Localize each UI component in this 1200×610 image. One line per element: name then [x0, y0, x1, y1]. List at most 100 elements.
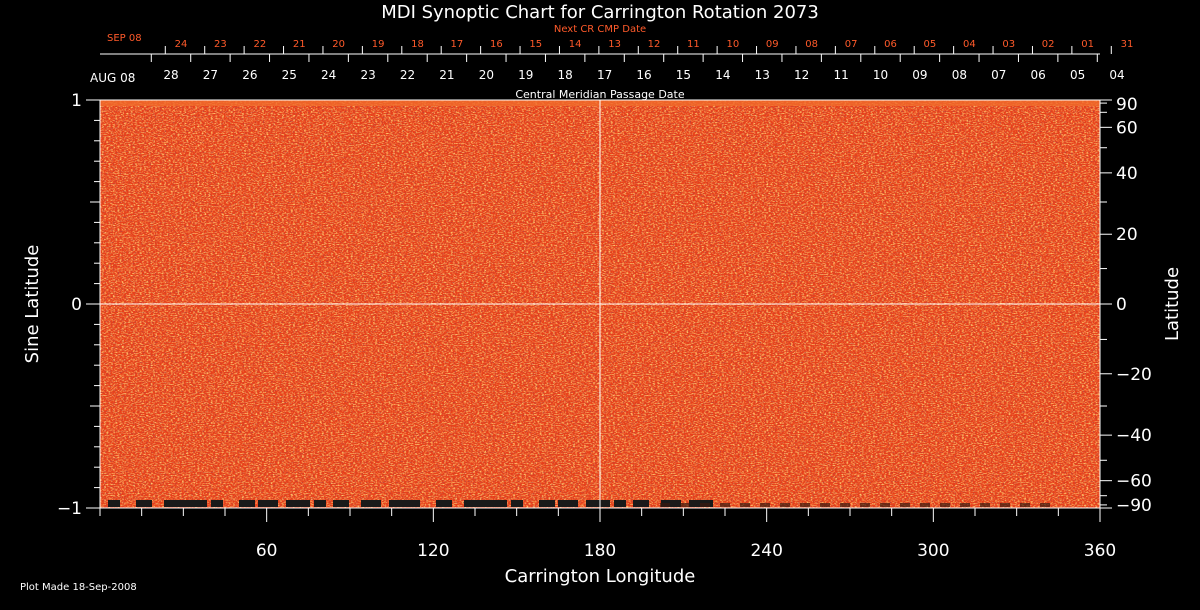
data-gap-mark	[558, 500, 578, 507]
data-gap-mark	[820, 503, 830, 507]
x-tick-label: 180	[584, 541, 616, 561]
y-axis-left: 1 0 −1	[57, 91, 100, 519]
data-gap-mark	[211, 500, 223, 507]
next-cr-date-label: 16	[490, 39, 503, 50]
data-gap-mark	[740, 503, 750, 507]
y-left-tick-label: 0	[71, 295, 82, 315]
next-cr-date-label: 09	[766, 39, 779, 50]
cmp-axis-label: Central Meridian Passage Date	[515, 88, 684, 101]
data-gap-mark	[586, 500, 610, 507]
next-cr-date-label: 03	[1002, 39, 1015, 50]
cmp-date-label: 25	[282, 68, 297, 82]
cmp-date-label: 12	[794, 68, 809, 82]
cmp-date-label: 22	[400, 68, 415, 82]
data-gap-mark	[780, 503, 790, 507]
data-gap-mark	[1040, 503, 1050, 507]
data-gap-mark	[483, 500, 507, 507]
cmp-date-label: 11	[833, 68, 848, 82]
cmp-date-label: 14	[715, 68, 730, 82]
data-gap-mark	[633, 500, 649, 507]
y-axis-label-left: Sine Latitude	[22, 245, 43, 364]
x-tick-label: 240	[750, 541, 782, 561]
y-right-tick-label: 0	[1116, 295, 1127, 315]
data-gap-mark	[860, 503, 870, 507]
next-cr-date-label: 22	[253, 39, 266, 50]
y-right-tick-label: −20	[1116, 365, 1152, 385]
data-gap-mark	[389, 500, 413, 507]
next-cr-date-label: 24	[175, 39, 188, 50]
cmp-ticks: 28 27 26 25 24 23 22 21 20 19 18 17 16 15 14 13 12 11 10 09…	[150, 54, 1125, 82]
next-cr-date-label: 05	[924, 39, 937, 50]
data-gap-mark	[286, 500, 310, 507]
cmp-date-label: 27	[203, 68, 218, 82]
next-cr-label: Next CR CMP Date	[554, 24, 646, 35]
next-cr-date-label: 01	[1081, 39, 1094, 50]
cmp-date-label: 26	[242, 68, 257, 82]
data-gap-mark	[258, 500, 278, 507]
data-gap-mark	[660, 503, 670, 507]
next-cr-date-label: 18	[411, 39, 424, 50]
data-gap-mark	[840, 503, 850, 507]
data-gap-mark	[614, 500, 626, 507]
data-gap-mark	[136, 500, 152, 507]
next-cr-date-label: 23	[214, 39, 227, 50]
data-gap-mark	[239, 500, 255, 507]
south-pole-data-gaps	[108, 500, 1050, 507]
data-gap-mark	[361, 500, 381, 507]
data-gap-mark	[436, 500, 452, 507]
y-left-tick-label: 1	[71, 91, 82, 111]
x-tick-label: 360	[1084, 541, 1116, 561]
cmp-date-label: 24	[321, 68, 336, 82]
next-cr-date-label: 21	[293, 39, 306, 50]
cmp-date-label: 04	[1109, 68, 1124, 82]
next-cr-date-label: 20	[332, 39, 345, 50]
cmp-date-label: 15	[676, 68, 691, 82]
cmp-date-label: 08	[952, 68, 967, 82]
cmp-date-label: 28	[163, 68, 178, 82]
next-cr-date-label: 14	[569, 39, 582, 50]
x-tick-label: 60	[256, 541, 278, 561]
data-gap-mark	[960, 503, 970, 507]
x-tick-label: 120	[417, 541, 449, 561]
data-gap-mark	[408, 500, 420, 507]
next-cr-date-label: 31	[1121, 39, 1134, 50]
data-gap-mark	[920, 503, 930, 507]
cmp-date-label: 16	[636, 68, 651, 82]
data-gap-mark	[511, 500, 523, 507]
next-cr-date-label: 04	[963, 39, 976, 50]
next-cr-date-label: 08	[805, 39, 818, 50]
next-cr-date-label: 10	[726, 39, 739, 50]
data-gap-mark	[464, 500, 484, 507]
cmp-date-label: 21	[439, 68, 454, 82]
y-right-tick-label: 60	[1116, 118, 1138, 138]
data-gap-mark	[333, 500, 349, 507]
cmp-date-label: 17	[597, 68, 612, 82]
y-right-tick-label: 20	[1116, 225, 1138, 245]
data-gap-mark	[314, 500, 326, 507]
data-gap-mark	[980, 503, 990, 507]
y-right-tick-label: 90	[1116, 95, 1138, 115]
cmp-date-label: 05	[1070, 68, 1085, 82]
y-right-tick-label: 40	[1116, 164, 1138, 184]
data-gap-mark	[940, 503, 950, 507]
data-gap-mark	[700, 503, 710, 507]
next-cr-start-label: SEP 08	[107, 33, 142, 44]
x-tick-label: 300	[917, 541, 949, 561]
next-cr-date-label: 06	[884, 39, 897, 50]
data-gap-mark	[164, 500, 184, 507]
data-gap-mark	[900, 503, 910, 507]
cmp-date-label: 20	[479, 68, 494, 82]
next-cr-date-label: 19	[372, 39, 385, 50]
next-cr-date-label: 02	[1042, 39, 1055, 50]
cmp-date-label: 19	[518, 68, 533, 82]
next-cr-date-label: 12	[648, 39, 661, 50]
y-axis-right: 90 60 40 20 0 −20 −40 −60 −90	[1100, 95, 1152, 516]
cmp-date-label: 18	[558, 68, 573, 82]
next-cr-ticks: 24 23 22 21 20 19 18 17 16 15 14 13 12 11 10 09 08 07 06 05…	[164, 39, 1134, 54]
cmp-date-label: 09	[912, 68, 927, 82]
cmp-date-label: 23	[360, 68, 375, 82]
x-axis-label: Carrington Longitude	[505, 566, 696, 587]
data-gap-mark	[760, 503, 770, 507]
cmp-start-label: AUG 08	[90, 71, 135, 85]
next-cr-date-label: 13	[608, 39, 621, 50]
